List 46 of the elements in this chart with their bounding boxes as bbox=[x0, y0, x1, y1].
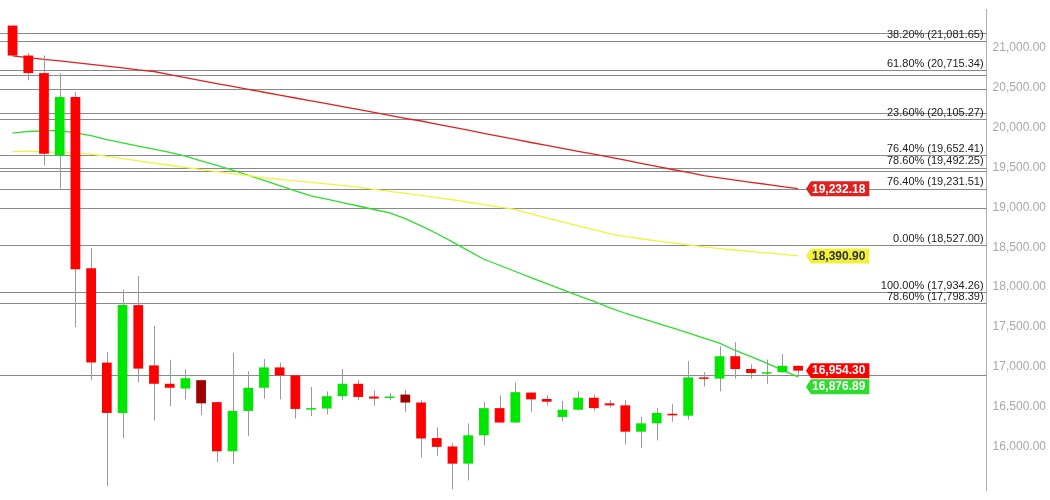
candlestick bbox=[431, 426, 442, 457]
ref-line-label: 38.20% (21,081.65) bbox=[886, 27, 984, 40]
candlestick bbox=[636, 416, 646, 449]
candlestick bbox=[400, 389, 411, 413]
candlestick bbox=[23, 52, 34, 81]
ref-line-label: 100.00% (17,934.26) bbox=[880, 278, 984, 291]
candlestick bbox=[180, 368, 191, 400]
data-label: 16,876.89 bbox=[811, 379, 866, 394]
candlestick bbox=[651, 408, 662, 441]
y-tick-label: 17,000.00 bbox=[992, 359, 1047, 374]
ref-line-label: 23.60% (20,105.27) bbox=[886, 105, 984, 118]
y-tick-label: 20,000.00 bbox=[992, 119, 1047, 134]
y-tick-label: 18,000.00 bbox=[992, 279, 1047, 294]
candlestick bbox=[164, 359, 175, 407]
y-tick-label: 19,000.00 bbox=[992, 199, 1047, 214]
candlestick bbox=[447, 442, 458, 490]
ref-line-label: 61.80% (20,715.34) bbox=[886, 56, 984, 69]
candlestick bbox=[243, 370, 254, 437]
candlestick bbox=[306, 386, 316, 417]
candlestick bbox=[274, 362, 285, 400]
candlestick bbox=[353, 379, 364, 401]
candlestick bbox=[494, 394, 505, 424]
ref-line-label: 0.00% (18,527.00) bbox=[893, 231, 984, 244]
candlestick bbox=[698, 371, 709, 388]
data-label: 19,232.18 bbox=[811, 181, 866, 196]
y-tick-label: 17,500.00 bbox=[992, 319, 1047, 334]
candlestick bbox=[557, 400, 568, 422]
y-tick-label: 16,000.00 bbox=[992, 439, 1047, 454]
candlestick bbox=[259, 358, 269, 400]
candlestick bbox=[714, 345, 725, 392]
candlestick bbox=[761, 358, 772, 385]
y-tick-label: 16,500.00 bbox=[992, 399, 1047, 414]
y-tick-label: 18,500.00 bbox=[992, 239, 1047, 254]
y-tick-label: 20,500.00 bbox=[992, 79, 1047, 94]
text: 16,954.30 bbox=[811, 363, 866, 378]
y-tick-label: 21,000.00 bbox=[992, 39, 1047, 54]
candlestick bbox=[573, 390, 584, 412]
candlestick bbox=[730, 341, 741, 380]
candlestick bbox=[321, 390, 332, 416]
candlestick bbox=[149, 325, 159, 422]
candlestick bbox=[196, 379, 206, 416]
ref-line-label: 76.40% (19,231.51) bbox=[886, 175, 984, 188]
ref-line-label: 78.60% (19,492.25) bbox=[886, 154, 984, 167]
ref-line-label: 76.40% (19,652.41) bbox=[886, 141, 984, 154]
y-tick-label: 19,500.00 bbox=[992, 159, 1047, 174]
data-label: 18,390.90 bbox=[811, 248, 866, 263]
